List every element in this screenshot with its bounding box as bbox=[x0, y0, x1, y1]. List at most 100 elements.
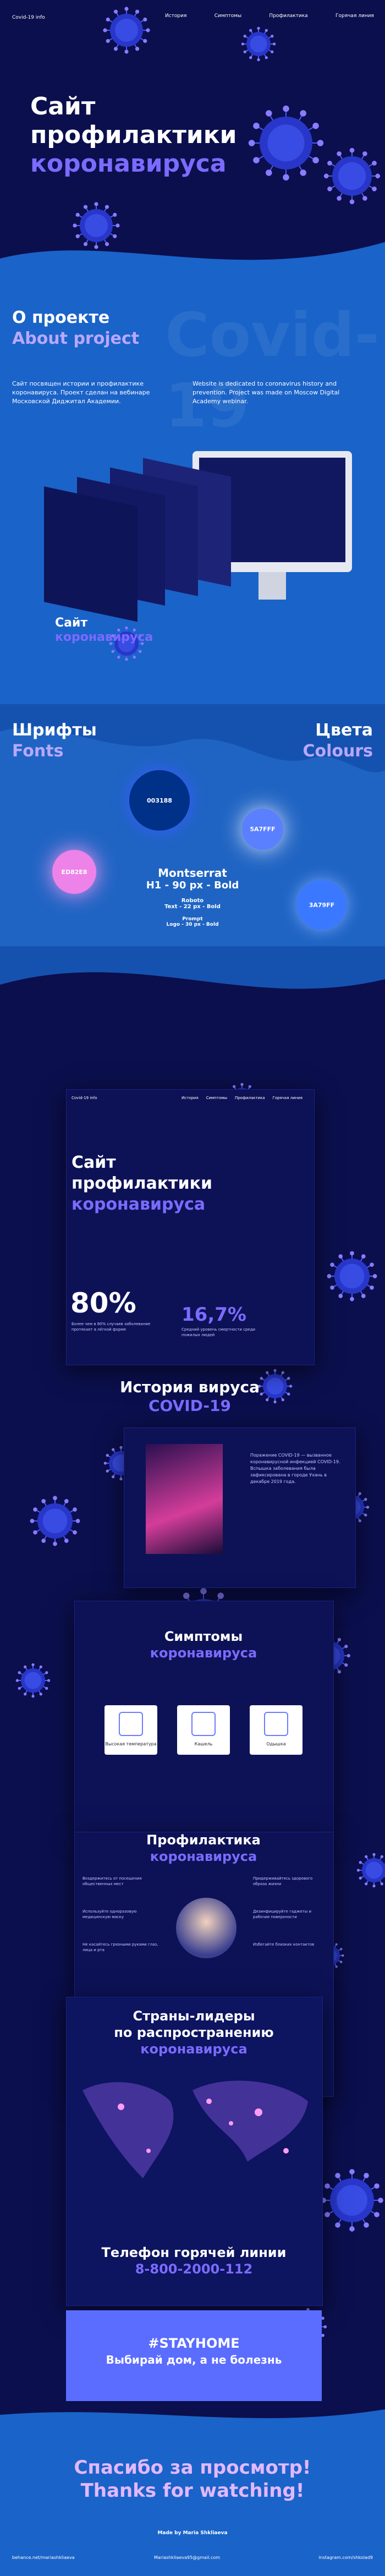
portrait bbox=[176, 1898, 237, 1958]
symptoms-line: Симптомы bbox=[164, 1629, 243, 1644]
mockup-page bbox=[66, 1997, 323, 2306]
mockup-nav: История Симптомы Профилактика Горячая линия bbox=[182, 1096, 302, 1100]
nav: История Симптомы Профилактика Горячая ли… bbox=[165, 13, 374, 19]
hero-accent: коронавируса bbox=[30, 150, 227, 178]
email[interactable]: Mariashkliaeva95@gmail.com bbox=[154, 2555, 221, 2560]
font-main: Montserrat bbox=[158, 866, 227, 880]
hotline-title: Телефон горячей линии 8-800-2000-112 bbox=[66, 2244, 322, 2277]
colors-subtitle: Colours bbox=[302, 742, 373, 761]
symptom: Кашель bbox=[194, 1742, 213, 1746]
virus bbox=[321, 2169, 383, 2232]
virus bbox=[327, 1251, 377, 1301]
logo[interactable]: Covid-19 info bbox=[12, 15, 45, 20]
prevention-item: Дезинфицируйте гаджеты и рабочие поверхн… bbox=[253, 1909, 312, 1919]
mockup-accent: коронавируса bbox=[72, 1195, 206, 1214]
virus bbox=[241, 26, 276, 62]
virus bbox=[323, 147, 381, 205]
font-specs: Montserrat H1 - 90 px - Bold Roboto Text… bbox=[110, 866, 275, 927]
virus bbox=[248, 105, 324, 181]
mockup-page bbox=[66, 1089, 315, 1365]
behance[interactable]: behance.net/mariashkliaeva bbox=[12, 2555, 75, 2560]
hero-title: Сайт профилактики коронавируса bbox=[30, 92, 237, 178]
countries-map bbox=[82, 2080, 308, 2178]
countries-accent: коронавируса bbox=[140, 2041, 248, 2057]
thanks-en: Thanks for watching! bbox=[80, 2480, 305, 2502]
mockups bbox=[44, 451, 352, 622]
fonts-title: Шрифты bbox=[12, 721, 97, 740]
nav-link[interactable]: Симптомы bbox=[214, 13, 242, 19]
virus bbox=[73, 202, 120, 249]
stat: 16,7% bbox=[182, 1304, 246, 1326]
stayhome: #STAYHOME Выбирай дом, а не болезнь bbox=[66, 2335, 322, 2368]
prevention-line: Профилактика bbox=[146, 1832, 261, 1848]
map-land bbox=[82, 2080, 308, 2178]
symptom-card: Кашель bbox=[177, 1705, 230, 1755]
font-text: Roboto bbox=[181, 898, 204, 904]
symptoms-title: Симптомы коронавируса bbox=[74, 1628, 333, 1661]
countries-line: по распространению bbox=[114, 2025, 274, 2040]
virus bbox=[257, 1369, 293, 1404]
about-text-en: Website is dedicated to coronavirus hist… bbox=[193, 380, 340, 405]
color-swatch: 5A7FFF bbox=[242, 809, 283, 850]
colors-title: Цвета bbox=[315, 721, 373, 740]
font-text-spec: Text - 22 px - Bold bbox=[164, 904, 221, 910]
nav-link[interactable]: Профилактика bbox=[269, 13, 308, 19]
mockup-hero: Сайт профилактики коронавируса bbox=[72, 1152, 212, 1215]
nav-link: Горячая линия bbox=[272, 1096, 302, 1100]
mockup-line: профилактики bbox=[72, 1174, 212, 1193]
stat-text: Более чем в 80% случаев заболевание прот… bbox=[72, 1322, 151, 1332]
fonts-subtitle: Fonts bbox=[12, 742, 64, 761]
prevention-item: Придерживайтесь здорового образа жизни bbox=[253, 1876, 313, 1886]
nav-link[interactable]: История bbox=[165, 13, 187, 19]
symptoms-accent: коронавируса bbox=[150, 1645, 257, 1661]
instagram[interactable]: instagram.com/shkolad9 bbox=[318, 2555, 373, 2560]
screen-card bbox=[44, 486, 138, 622]
monitor-stand bbox=[258, 572, 286, 600]
prevention-list: Придерживайтесь здорового образа жизни Д… bbox=[253, 1876, 324, 1947]
color-swatch: 3A79FF bbox=[297, 880, 346, 930]
symptom-card: Одышка bbox=[250, 1705, 302, 1755]
hotline-phone[interactable]: 8-800-2000-112 bbox=[135, 2261, 253, 2277]
stayhome-sub: Выбирай дом, а не болезнь bbox=[106, 2353, 282, 2366]
about-title: О проекте bbox=[12, 308, 110, 327]
stat-text: Средний уровень смертности среди пожилых… bbox=[182, 1327, 256, 1337]
prevention-title: Профилактика коронавируса bbox=[74, 1832, 333, 1865]
thanks: Спасибо за просмотр! Thanks for watching… bbox=[0, 2456, 385, 2502]
about-text-ru: Сайт посвящен истории и профилактике кор… bbox=[12, 380, 150, 405]
prevention-item: Используйте одноразовую медицинскую маск… bbox=[82, 1909, 137, 1919]
mockup-line: Сайт bbox=[72, 1153, 116, 1172]
mockup-title: Сайт коронавируса bbox=[55, 616, 153, 645]
countries-line: Страны-лидеры bbox=[133, 2008, 255, 2024]
countries-title: Страны-лидеры по распространению коронав… bbox=[66, 2008, 322, 2057]
mockup-line: Сайт bbox=[55, 616, 88, 630]
prevention-accent: коронавируса bbox=[150, 1849, 257, 1864]
history-title: История вируса COVID-19 bbox=[66, 1378, 314, 1415]
virus bbox=[30, 1496, 80, 1546]
font-main-spec: H1 - 90 px - Bold bbox=[146, 880, 239, 891]
prevention-item: Воздержитесь от посещения общественных м… bbox=[82, 1876, 142, 1886]
virus bbox=[103, 7, 150, 54]
stayhome-banner bbox=[66, 2310, 322, 2401]
hotline-label: Телефон горячей линии bbox=[101, 2245, 287, 2260]
color-swatch: 003188 bbox=[129, 770, 190, 831]
symptom-card: Высокая температура bbox=[105, 1705, 157, 1755]
stayhome-tag: #STAYHOME bbox=[148, 2336, 240, 2351]
prevention-item: Избегайте близких контактов bbox=[253, 1942, 315, 1947]
nav-link: Симптомы bbox=[206, 1096, 228, 1100]
nav-link: Профилактика bbox=[234, 1096, 265, 1100]
font-logo: Prompt bbox=[182, 916, 203, 922]
virus bbox=[109, 626, 144, 661]
prevention-list: Воздержитесь от посещения общественных м… bbox=[82, 1876, 165, 1953]
virus bbox=[356, 1853, 385, 1888]
mockup-logo: Covid-19 info bbox=[72, 1096, 97, 1100]
symptom: Высокая температура bbox=[105, 1742, 157, 1746]
about-subtitle: About project bbox=[12, 329, 140, 348]
symptom: Одышка bbox=[266, 1742, 286, 1746]
mockup-accent: коронавируса bbox=[55, 630, 153, 644]
nav-link[interactable]: Горячая линия bbox=[335, 13, 374, 19]
world-map bbox=[0, 728, 385, 946]
hero-line: Сайт bbox=[30, 92, 96, 120]
watermark: Covid-19 bbox=[165, 300, 380, 441]
photo bbox=[146, 1444, 223, 1554]
